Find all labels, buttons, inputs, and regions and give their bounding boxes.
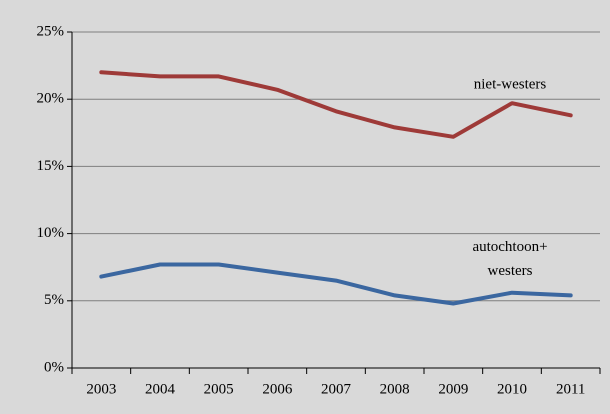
x-tick-label: 2007 [321,381,352,397]
y-tick-label: 5% [44,292,64,308]
series-line [99,262,573,306]
y-tick-label: 15% [37,158,65,174]
x-tick-label: 2009 [438,381,468,397]
x-tick-label: 2005 [204,381,234,397]
series-label: autochtoon+ westers [472,239,547,279]
y-tick-label: 25% [37,23,65,39]
x-tick-label: 2010 [497,381,527,397]
y-tick-label: 0% [44,359,64,375]
x-tick-label: 2006 [262,381,293,397]
x-tick-label: 2004 [145,381,176,397]
series-label: niet-westers [474,76,547,92]
y-tick-label: 20% [37,91,65,107]
x-tick-label: 2003 [86,381,116,397]
y-tick-label: 10% [37,225,65,241]
series-line [99,70,573,139]
x-tick-label: 2011 [556,381,585,397]
x-tick-label: 2008 [380,381,410,397]
